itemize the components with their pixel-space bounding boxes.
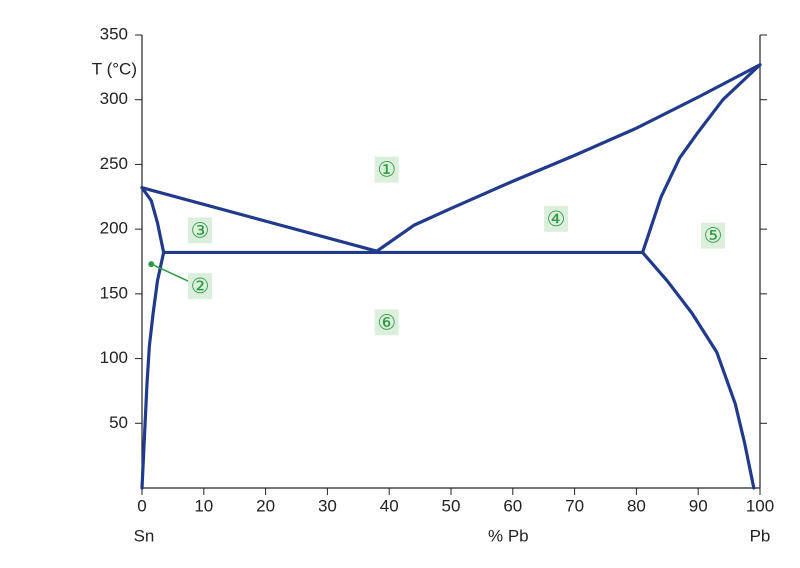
region-label: ⑤ — [704, 224, 723, 248]
x-tick-label: 0 — [137, 496, 146, 515]
x-tick-label: 20 — [256, 496, 275, 515]
y-tick-label: 200 — [100, 219, 128, 238]
region-label: ③ — [191, 218, 210, 242]
x-right-label: Pb — [750, 526, 771, 545]
y-tick-label: 150 — [100, 283, 128, 302]
label-background — [374, 156, 399, 183]
label-background — [188, 273, 213, 300]
phase-boundary — [140, 250, 166, 490]
y-tick-label: 100 — [100, 348, 128, 367]
y-tick-label: 50 — [109, 413, 128, 432]
region-label: ② — [191, 274, 210, 298]
y-tick-label: 300 — [100, 89, 128, 108]
label-background — [188, 217, 213, 244]
leader-line — [150, 263, 189, 282]
y-axis-label: T (°C) — [92, 59, 137, 78]
x-left-label: Sn — [134, 526, 155, 545]
label-background — [701, 222, 726, 249]
region-label: ④ — [547, 207, 566, 231]
label-background — [544, 205, 569, 232]
y-tick-label: 350 — [100, 24, 128, 43]
leader-dot — [148, 261, 155, 268]
region-label: ⑥ — [377, 310, 396, 334]
label-background — [374, 309, 399, 336]
phase-boundary — [140, 186, 166, 255]
phase-boundary — [140, 186, 379, 253]
x-tick-label: 60 — [503, 496, 522, 515]
x-tick-label: 80 — [627, 496, 646, 515]
phase-boundary — [640, 63, 762, 255]
x-axis-label: % Pb — [488, 526, 529, 545]
phase-boundary — [375, 63, 762, 253]
x-tick-label: 40 — [380, 496, 399, 515]
y-tick-label: 250 — [100, 154, 128, 173]
x-tick-label: 30 — [318, 496, 337, 515]
x-tick-label: 10 — [194, 496, 213, 515]
phase-boundary — [640, 250, 756, 490]
x-tick-label: 100 — [746, 496, 774, 515]
x-tick-label: 70 — [565, 496, 584, 515]
x-tick-label: 90 — [689, 496, 708, 515]
x-tick-label: 50 — [442, 496, 461, 515]
region-label: ① — [377, 158, 396, 182]
